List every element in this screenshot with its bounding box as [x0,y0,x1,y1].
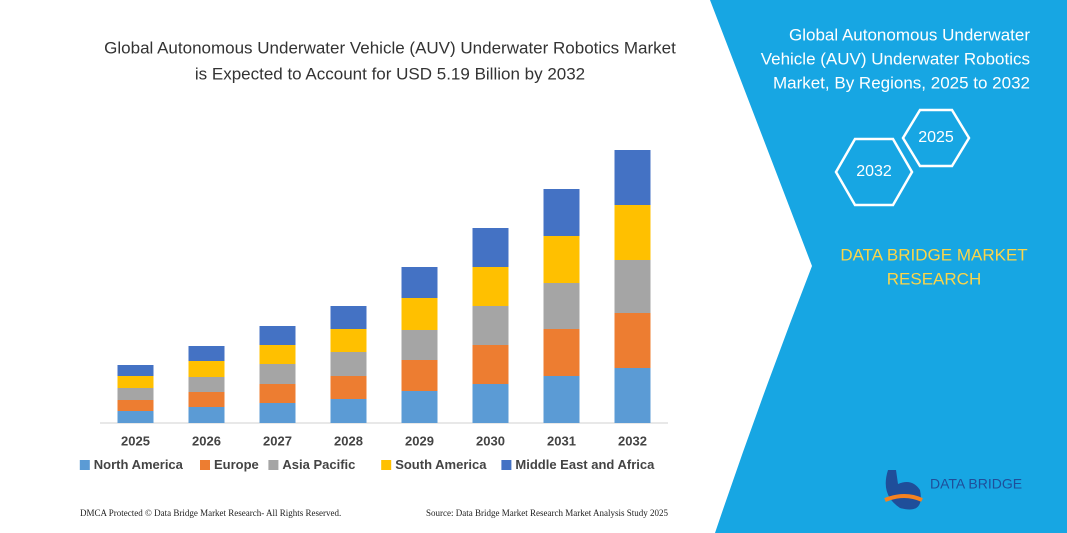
bar-segment [401,391,438,423]
legend-label: Europe [214,457,259,472]
brand-text: DATA BRIDGE MARKET [840,245,1027,264]
bar-segment [401,267,438,298]
bar-segment [330,399,367,423]
legend-label: North America [94,457,184,472]
panel-title: Global Autonomous Underwater [789,25,1030,44]
bar-segment [614,260,651,313]
logo-icon [885,470,921,510]
bar-segment [259,364,296,384]
hex-label: 2025 [918,129,954,146]
bar-segment [117,388,154,400]
bar-segment [188,361,225,377]
legend-swatch [501,460,512,470]
legend-label: Middle East and Africa [515,457,655,472]
bar-segment [117,365,154,376]
x-tick-label: 2029 [405,433,434,448]
bar-segment [543,329,580,376]
logo-text: DATA BRIDGE [930,476,1022,492]
legend-swatch [381,460,392,470]
bar-segment [472,345,509,384]
x-tick-label: 2032 [618,433,647,448]
bar-segment [614,150,651,205]
bar-segment [259,384,296,403]
bar-segment [188,346,225,361]
bar-segment [330,352,367,376]
bar-segment [543,189,580,236]
footer-right: Source: Data Bridge Market Research Mark… [426,508,668,518]
bar-segment [330,306,367,329]
x-tick-label: 2027 [263,433,292,448]
bar-segment [117,400,154,411]
legend-swatch [79,460,90,470]
bar-segment [259,345,296,364]
x-tick-label: 2025 [121,433,150,448]
x-tick-label: 2028 [334,433,363,448]
bar-segment [259,403,296,423]
bar-segment [401,298,438,330]
bar-segment [401,330,438,360]
panel-title: Vehicle (AUV) Underwater Robotics [761,49,1030,68]
bar-segment [543,376,580,423]
bar-segment [401,360,438,391]
x-tick-label: 2026 [192,433,221,448]
bar-segment [472,267,509,306]
bar-segment [117,411,154,423]
bar-segment [188,377,225,392]
side-panel [710,0,1067,533]
legend-label: Asia Pacific [282,457,355,472]
bar-segment [472,384,509,423]
bar-segment [188,392,225,407]
hexagon [834,137,914,207]
bar-segment [330,329,367,352]
brand-text: RESEARCH [887,269,981,288]
bar-segment [259,326,296,345]
panel-title: Market, By Regions, 2025 to 2032 [773,73,1030,92]
legend-label: South America [395,457,487,472]
bar-segment [188,407,225,423]
logo-icon [884,494,923,502]
x-tick-label: 2030 [476,433,505,448]
bar-segment [614,205,651,260]
bar-segment [117,376,154,388]
bar-segment [472,306,509,345]
x-tick-label: 2031 [547,433,576,448]
hexagon [901,108,971,168]
footer-left: DMCA Protected © Data Bridge Market Rese… [80,508,341,518]
bar-segment [330,376,367,399]
chart-title: is Expected to Account for USD 5.19 Bill… [195,64,585,83]
legend-swatch [268,460,279,470]
legend-swatch [200,460,210,470]
bar-segment [614,313,651,368]
bar-segment [472,228,509,267]
bar-segment [543,236,580,283]
hex-label: 2032 [856,163,892,180]
bar-segment [614,368,651,423]
bar-segment [543,283,580,329]
chart-title: Global Autonomous Underwater Vehicle (AU… [104,38,676,57]
